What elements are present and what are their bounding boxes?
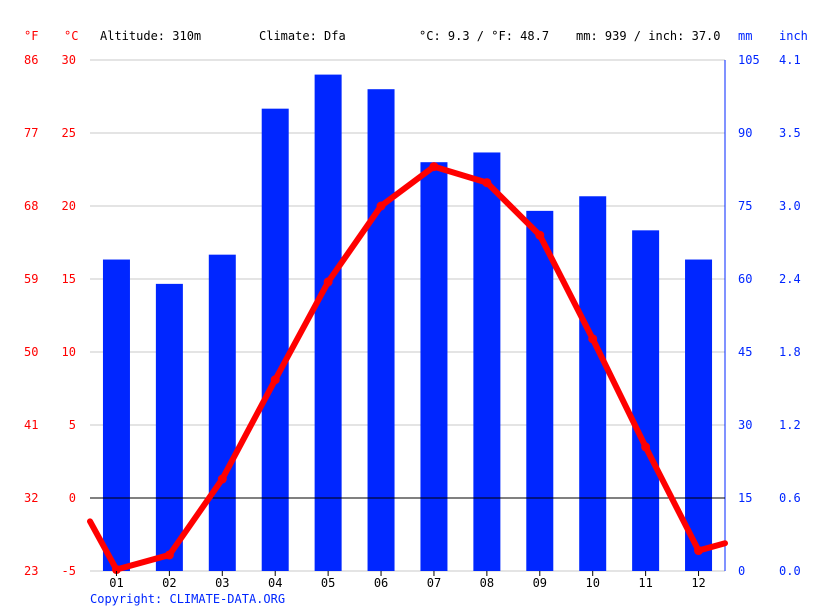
month-label: 03 — [215, 576, 229, 590]
temperature-point — [323, 277, 333, 287]
month-axis: 01 02 03 04 05 06 07 08 09 10 11 12 — [109, 571, 706, 590]
month-label: 06 — [374, 576, 388, 590]
mm-unit-label: mm — [738, 29, 752, 43]
altitude-label: Altitude: 310m — [100, 29, 201, 43]
celsius-tick-label: 0 — [69, 491, 76, 505]
mm-tick-label: 45 — [738, 345, 752, 359]
celsius-tick-label: 10 — [62, 345, 76, 359]
temperature-point — [429, 162, 439, 172]
month-label: 07 — [427, 576, 441, 590]
mm-tick-label: 60 — [738, 272, 752, 286]
month-label: 01 — [109, 576, 123, 590]
temperature-average-label: °C: 9.3 / °F: 48.7 — [419, 29, 549, 43]
celsius-tick-label: 20 — [62, 199, 76, 213]
precipitation-total-label: mm: 939 / inch: 37.0 — [576, 29, 721, 43]
precipitation-bar — [314, 74, 342, 571]
temperature-point — [482, 178, 492, 188]
month-label: 11 — [638, 576, 652, 590]
mm-tick-label: 105 — [738, 53, 760, 67]
fahrenheit-tick-label: 50 — [24, 345, 38, 359]
celsius-tick-label: 5 — [69, 418, 76, 432]
temperature-line — [87, 162, 728, 575]
temperature-point — [535, 230, 545, 240]
temperature-point — [641, 442, 651, 452]
celsius-tick-label: 25 — [62, 126, 76, 140]
fahrenheit-unit-label: °F — [24, 29, 38, 43]
inch-tick-label: 3.0 — [779, 199, 801, 213]
inch-tick-label: 3.5 — [779, 126, 801, 140]
mm-tick-label: 15 — [738, 491, 752, 505]
precipitation-bars — [102, 74, 713, 572]
fahrenheit-tick-label: 41 — [24, 418, 38, 432]
celsius-tick-label: 30 — [62, 53, 76, 67]
precipitation-bar — [155, 283, 183, 571]
precipitation-bar — [208, 254, 236, 571]
precipitation-bar — [261, 108, 289, 572]
inch-unit-label: inch — [779, 29, 808, 43]
left-axis: 86 30 77 25 68 20 59 15 50 10 41 5 32 0 23 -5 — [24, 53, 76, 578]
celsius-unit-label: °C — [64, 29, 78, 43]
inch-tick-label: 1.2 — [779, 418, 801, 432]
fahrenheit-tick-label: 68 — [24, 199, 38, 213]
fahrenheit-tick-label: 77 — [24, 126, 38, 140]
inch-tick-label: 0.0 — [779, 564, 801, 578]
temperature-point — [270, 375, 280, 385]
month-label: 08 — [480, 576, 494, 590]
celsius-tick-label: 15 — [62, 272, 76, 286]
temperature-point — [111, 565, 121, 575]
temperature-point — [217, 474, 227, 484]
mm-tick-label: 90 — [738, 126, 752, 140]
month-label: 02 — [162, 576, 176, 590]
temperature-point — [588, 334, 598, 344]
inch-tick-label: 0.6 — [779, 491, 801, 505]
temperature-point — [376, 201, 386, 211]
fahrenheit-tick-label: 23 — [24, 564, 38, 578]
fahrenheit-tick-label: 59 — [24, 272, 38, 286]
fahrenheit-tick-label: 86 — [24, 53, 38, 67]
month-label: 05 — [321, 576, 335, 590]
month-label: 04 — [268, 576, 282, 590]
mm-tick-label: 75 — [738, 199, 752, 213]
mm-tick-label: 0 — [738, 564, 745, 578]
celsius-tick-label: -5 — [62, 564, 76, 578]
grid-lines — [90, 59, 725, 572]
temperature-point — [164, 550, 174, 560]
copyright-text: Copyright: CLIMATE-DATA.ORG — [90, 592, 285, 606]
climate-label: Climate: Dfa — [259, 29, 346, 43]
right-axis: 105 4.1 90 3.5 75 3.0 60 2.4 45 1.8 30 1.2 15 0.6 0 0.0 — [724, 53, 801, 578]
temperature-point — [694, 546, 704, 556]
inch-tick-label: 4.1 — [779, 53, 801, 67]
month-label: 09 — [533, 576, 547, 590]
precipitation-bar — [526, 210, 554, 571]
precipitation-bar — [420, 162, 448, 571]
temperature-line-path — [87, 163, 728, 573]
month-label: 12 — [691, 576, 705, 590]
month-label: 10 — [585, 576, 599, 590]
inch-tick-label: 1.8 — [779, 345, 801, 359]
inch-tick-label: 2.4 — [779, 272, 801, 286]
precipitation-bar — [632, 230, 660, 572]
precipitation-bar — [579, 196, 607, 571]
precipitation-bar — [367, 89, 395, 571]
fahrenheit-tick-label: 32 — [24, 491, 38, 505]
precipitation-bar — [473, 152, 501, 571]
mm-tick-label: 30 — [738, 418, 752, 432]
precipitation-bar — [685, 259, 713, 571]
precipitation-bar — [102, 259, 130, 571]
